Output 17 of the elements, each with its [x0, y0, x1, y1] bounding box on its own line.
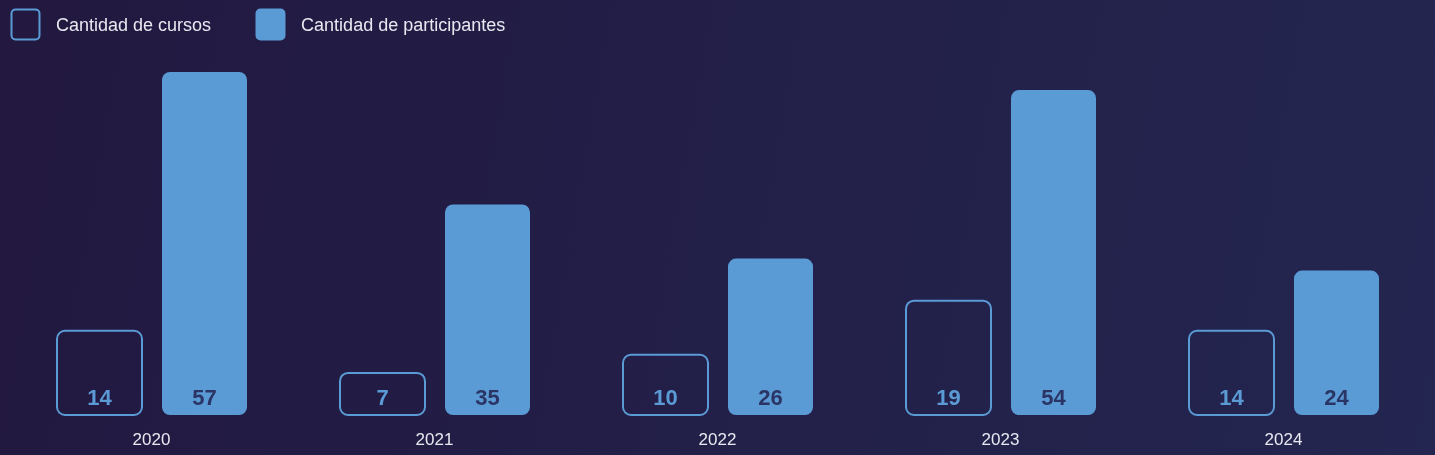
data-label: 57 [192, 385, 217, 410]
x-tick-label: 2021 [415, 430, 454, 450]
x-tick-label: 2024 [1264, 430, 1303, 450]
data-label: 14 [87, 385, 113, 410]
data-label: 14 [1219, 385, 1245, 410]
data-label: 54 [1041, 385, 1067, 410]
data-label: 26 [758, 385, 783, 410]
x-tick-label: 2023 [981, 430, 1020, 450]
data-label: 10 [653, 385, 678, 410]
data-label: 35 [475, 385, 500, 410]
x-tick-label: 2022 [698, 430, 737, 450]
data-label: 19 [936, 385, 961, 410]
data-label: 24 [1324, 385, 1350, 410]
legend-label: Cantidad de participantes [301, 14, 506, 36]
legend-label: Cantidad de cursos [56, 14, 212, 36]
data-label: 7 [376, 385, 389, 410]
x-tick-label: 2020 [132, 430, 171, 450]
